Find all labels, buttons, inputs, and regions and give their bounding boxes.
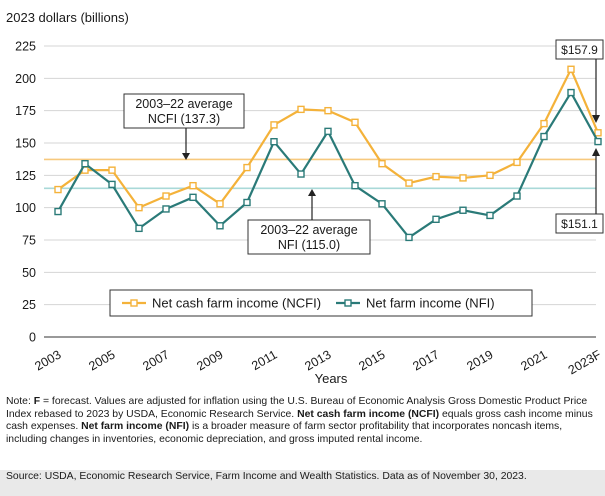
- x-tick-label: 2017: [410, 347, 441, 373]
- note-text-2: equals gross cash income minus cash expe…: [6, 408, 593, 433]
- ncfi-average-box: [123, 93, 245, 129]
- nfi-average-box: [247, 219, 371, 255]
- x-tick-label: 2019: [464, 347, 495, 373]
- nfi-point: [135, 224, 143, 233]
- nfi-point: [162, 205, 170, 213]
- ncfi-2023-callout-box: [555, 39, 604, 60]
- ncfi-point: [378, 159, 386, 168]
- ncfi-average-label-line2: NCFI (137.3): [148, 112, 220, 126]
- y-tick-label: 50: [22, 266, 36, 280]
- legend-box: [109, 289, 533, 317]
- nfi-point: [594, 137, 602, 146]
- nfi-point: [378, 200, 386, 208]
- ncfi-point: [405, 179, 413, 187]
- ncfi-point: [486, 171, 494, 180]
- nfi-legend-label: Net farm income (NFI): [366, 296, 495, 311]
- x-tick-label: 2013: [302, 347, 333, 373]
- nfi-point: [81, 159, 89, 168]
- x-axis-label: Years: [315, 371, 348, 386]
- nfi-point: [216, 222, 224, 230]
- nfi-point: [54, 207, 62, 216]
- nfi-point: [567, 88, 575, 97]
- ncfi-point: [189, 181, 197, 190]
- ncfi-point: [108, 166, 116, 174]
- nfi-point: [459, 206, 467, 214]
- ncfi-line: [57, 68, 600, 209]
- ncfi-point: [135, 203, 143, 212]
- ncfi-point: [567, 65, 575, 73]
- ncfi-point: [297, 105, 305, 114]
- x-tick-label: 2007: [140, 347, 171, 373]
- x-tick-label: 2023F: [566, 347, 604, 377]
- ncfi-point: [513, 158, 521, 167]
- ncfi-average-arrowhead: [182, 153, 190, 160]
- x-tick-label: 2015: [356, 347, 387, 373]
- note-nfi-term: Net farm income (NFI): [81, 421, 190, 433]
- nfi-2023-callout-box: [555, 213, 604, 234]
- y-tick-label: 175: [15, 104, 36, 118]
- nfi-average-arrowhead: [308, 189, 316, 196]
- ncfi-point: [54, 185, 62, 194]
- ncfi-point: [432, 172, 440, 181]
- nfi-2023-callout-text: $151.1: [561, 217, 598, 231]
- ncfi-point: [540, 119, 548, 128]
- ncfi-point: [324, 106, 332, 115]
- nfi-average-label-line2: NFI (115.0): [278, 238, 340, 252]
- chart-note: Note: F = forecast. Values are adjusted …: [6, 396, 596, 446]
- nfi-point: [297, 170, 305, 178]
- nfi-point: [513, 192, 521, 200]
- ncfi-point: [351, 118, 359, 127]
- note-text-3: is a broader measure of farm sector prof…: [6, 421, 563, 445]
- nfi-2023-arrowhead: [592, 148, 600, 156]
- nfi-point: [351, 181, 359, 190]
- y-tick-label: 100: [15, 201, 36, 215]
- ncfi-legend-swatch-marker: [130, 299, 138, 307]
- ncfi-point: [162, 192, 170, 200]
- x-tick-label: 2005: [86, 347, 117, 373]
- ncfi-average-label-line1: 2003–22 average: [135, 97, 232, 111]
- note-text-1: = forecast. Values are adjusted for infl…: [6, 396, 588, 420]
- ncfi-point: [594, 129, 602, 137]
- note-prefix: Note:: [6, 396, 34, 407]
- y-tick-label: 200: [15, 72, 36, 86]
- nfi-point: [540, 132, 548, 141]
- ncfi-point: [270, 121, 278, 129]
- nfi-point: [486, 211, 494, 220]
- nfi-point: [108, 180, 116, 189]
- x-tick-label: 2021: [518, 347, 549, 373]
- y-axis-label: 2023 dollars (billions): [6, 10, 129, 25]
- nfi-point: [243, 198, 251, 207]
- y-tick-label: 0: [29, 331, 36, 345]
- nfi-average-label-line1: 2003–22 average: [260, 223, 357, 237]
- chart-source: Source: USDA, Economic Research Service,…: [0, 470, 605, 496]
- y-tick-label: 225: [15, 40, 36, 54]
- ncfi-legend-label: Net cash farm income (NCFI): [152, 296, 321, 311]
- nfi-point: [324, 127, 332, 136]
- note-ncfi-term: Net cash farm income (NCFI): [297, 408, 440, 420]
- nfi-point: [432, 215, 440, 224]
- ncfi-2023-callout-text: $157.9: [561, 43, 598, 57]
- y-tick-label: 125: [15, 169, 36, 183]
- x-tick-label: 2003: [32, 347, 63, 373]
- y-tick-label: 25: [22, 298, 36, 312]
- y-tick-label: 75: [22, 234, 36, 248]
- ncfi-2023-arrowhead: [592, 115, 600, 123]
- ncfi-point: [216, 200, 224, 208]
- ncfi-point: [243, 163, 251, 172]
- y-tick-label: 150: [15, 137, 36, 151]
- nfi-legend-swatch-marker: [344, 299, 352, 307]
- line-chart: 2023 dollars (billions) 0 25 50 75 100 125 150…: [6, 10, 604, 386]
- x-tick-label: 2009: [194, 347, 225, 373]
- nfi-point: [405, 233, 413, 242]
- nfi-point: [189, 193, 197, 202]
- note-forecast-term: F: [33, 396, 41, 407]
- nfi-point: [270, 138, 278, 146]
- x-tick-label: 2011: [249, 347, 279, 373]
- ncfi-point: [459, 174, 467, 182]
